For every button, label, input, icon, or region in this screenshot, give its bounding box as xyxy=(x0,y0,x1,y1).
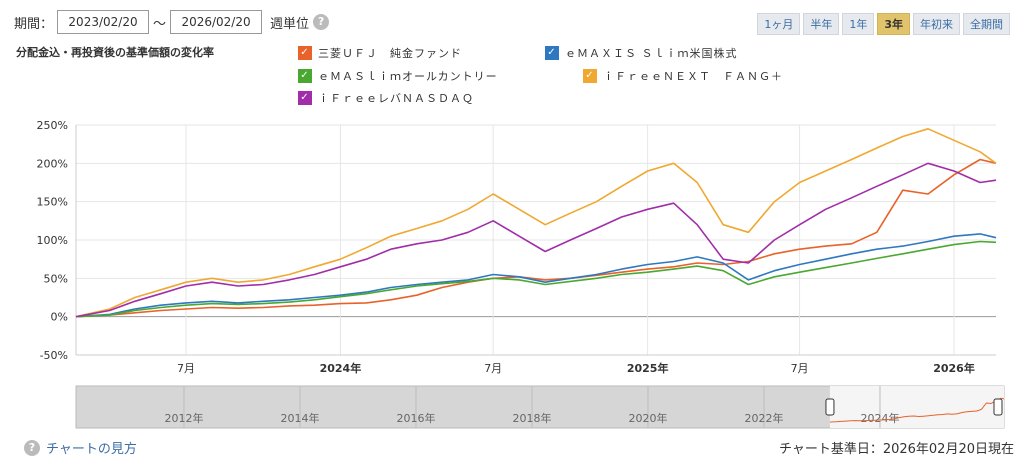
from-date-input[interactable]: 2023/02/20 xyxy=(57,10,150,34)
navigator-right-handle[interactable] xyxy=(993,398,1003,416)
help-icon[interactable]: ? xyxy=(313,14,330,30)
series-line-1 xyxy=(75,233,997,318)
navigator-year-label: 2018年 xyxy=(513,411,552,425)
checkbox-icon: ✓ xyxy=(298,91,312,105)
period-1y-button[interactable]: 1年 xyxy=(842,13,875,35)
chart-help-link[interactable]: ? チャートの見方 xyxy=(24,438,137,457)
interval-label: 週単位 xyxy=(270,16,310,32)
legend-item-allcountry[interactable]: ✓ ｅＭＡＳｌｉｍオールカントリー xyxy=(298,68,498,84)
legend-item-sp500[interactable]: ✓ ｅＭＡＸＩＳ Ｓｌｉｍ米国株式 xyxy=(545,45,738,61)
navigator-series-line xyxy=(829,397,1005,423)
checkbox-icon: ✓ xyxy=(545,46,559,60)
y-tick-label: 50% xyxy=(44,272,68,285)
series-line-2 xyxy=(75,240,997,318)
legend-label: 三菱ＵＦＪ 純金ファンド xyxy=(318,47,462,60)
legend-item-lev-nasdaq[interactable]: ✓ ｉＦｒｅｅレバＮＡＳＤＡＱ xyxy=(298,90,474,106)
checkbox-icon: ✓ xyxy=(583,69,597,83)
navigator-year-label: 2020年 xyxy=(628,411,667,425)
series-line-4 xyxy=(75,162,997,318)
period-label: 期間： xyxy=(14,16,54,32)
legend-item-fang[interactable]: ✓ ｉＦｒｅｅＮＥＸＴ ＦＡＮＧ＋ xyxy=(583,68,783,84)
period-selector: 期間： 2023/02/20 ～ 2026/02/20 週単位 ? xyxy=(14,10,330,34)
x-tick-label: 7月 xyxy=(484,362,502,375)
navigator-selected-range xyxy=(829,386,1004,428)
period-ytd-button[interactable]: 年初来 xyxy=(913,13,960,35)
series-line-3 xyxy=(75,128,997,318)
navigator-year-label: 2014年 xyxy=(281,411,320,425)
x-tick-label: 2026年 xyxy=(933,361,975,375)
navigator-year-label: 2024年 xyxy=(860,411,899,425)
y-tick-label: 150% xyxy=(37,196,68,209)
period-3y-button[interactable]: 3年 xyxy=(877,13,910,35)
chart-basis-date: チャート基準日：2026年02月20日現在 xyxy=(778,442,1014,457)
x-tick-label: 2025年 xyxy=(627,361,669,375)
legend-label: ｉＦｒｅｅレバＮＡＳＤＡＱ xyxy=(318,92,474,105)
navigator-year-label: 2022年 xyxy=(745,411,784,425)
navigator-year-label: 2016年 xyxy=(396,411,435,425)
x-tick-label: 2024年 xyxy=(320,361,362,375)
checkbox-icon: ✓ xyxy=(298,69,312,83)
period-tilde: ～ xyxy=(153,16,167,32)
period-1m-button[interactable]: 1ヶ月 xyxy=(757,13,801,35)
legend-label: ｅＭＡＸＩＳ Ｓｌｉｍ米国株式 xyxy=(565,47,738,60)
x-tick-label: 7月 xyxy=(177,362,195,375)
chart-heading: 分配金込・再投資後の基準価額の変化率 xyxy=(16,46,214,59)
navigator-year-label: 2012年 xyxy=(164,411,203,425)
y-tick-label: 250% xyxy=(37,119,68,132)
to-date-input[interactable]: 2026/02/20 xyxy=(170,10,263,34)
y-tick-label: 200% xyxy=(37,157,68,170)
navigator-left-handle[interactable] xyxy=(825,398,835,416)
legend-label: ｉＦｒｅｅＮＥＸＴ ＦＡＮＧ＋ xyxy=(603,70,783,83)
y-tick-label: 0% xyxy=(51,311,68,324)
period-all-button[interactable]: 全期間 xyxy=(963,13,1010,35)
checkbox-icon: ✓ xyxy=(298,46,312,60)
legend-label: ｅＭＡＳｌｉｍオールカントリー xyxy=(318,70,498,83)
period-buttons: 1ヶ月 半年 1年 3年 年初来 全期間 xyxy=(757,13,1010,35)
x-tick-label: 7月 xyxy=(791,362,809,375)
question-icon: ? xyxy=(24,439,40,456)
period-6m-button[interactable]: 半年 xyxy=(803,13,840,35)
legend-item-gold[interactable]: ✓ 三菱ＵＦＪ 純金ファンド xyxy=(298,45,462,61)
series-line-0 xyxy=(75,158,997,318)
y-tick-label: 100% xyxy=(37,234,68,247)
y-tick-label: -50% xyxy=(40,349,68,362)
chart-help-label: チャートの見方 xyxy=(46,442,137,457)
